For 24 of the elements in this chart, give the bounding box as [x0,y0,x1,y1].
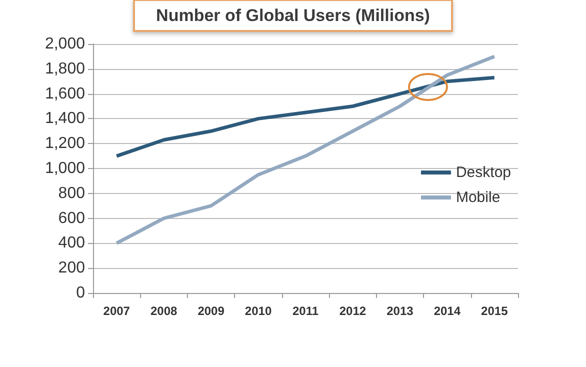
y-tick-label: 200 [58,260,86,277]
y-tick-label: 1,800 [44,60,86,78]
y-tick-label: 400 [58,234,86,252]
x-tick-label: 2012 [339,304,366,318]
x-tick-label: 2013 [386,304,414,318]
y-tick-label: 1,200 [44,135,86,152]
y-tick-label: 1,000 [44,160,86,177]
legend-label: Desktop [456,164,512,181]
y-tick-label: 1,400 [44,110,86,128]
x-tick-label: 2015 [481,304,508,318]
y-tick-label: 800 [58,184,86,202]
x-tick-label: 2014 [434,304,461,318]
x-tick-label: 2008 [150,304,178,318]
y-tick-label: 2,000 [44,36,86,52]
y-tick-label: 1,600 [44,85,86,102]
y-tick-label: 0 [76,284,86,302]
y-tick-label: 600 [58,210,86,227]
chart-title: Number of Global Users (Millions) [156,6,430,25]
x-tick-label: 2007 [103,304,130,318]
x-tick-label: 2010 [244,304,272,318]
legend-label: Mobile [456,189,500,206]
x-tick-label: 2009 [198,304,225,318]
x-tick-label: 2011 [292,304,319,318]
line-series [114,76,496,158]
